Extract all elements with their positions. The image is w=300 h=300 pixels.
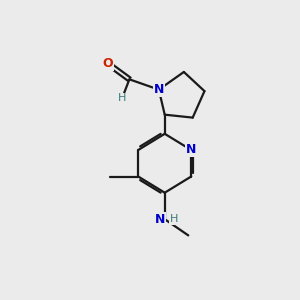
Text: H: H (170, 214, 178, 224)
Text: H: H (118, 94, 126, 103)
Text: N: N (154, 83, 164, 96)
Text: N: N (155, 213, 166, 226)
Text: N: N (186, 143, 196, 157)
Text: O: O (102, 57, 112, 70)
